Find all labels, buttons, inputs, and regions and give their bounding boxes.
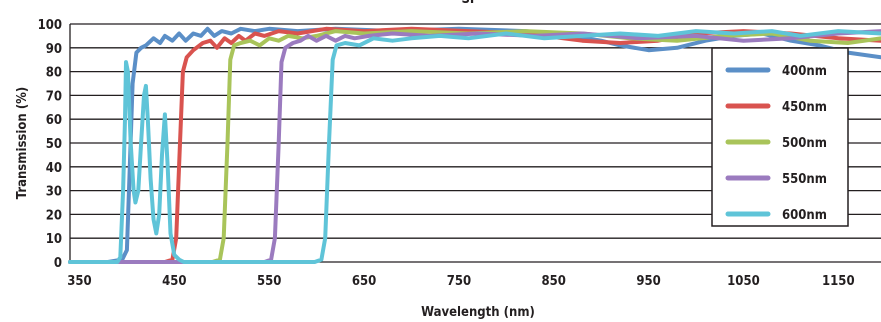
- y-tick-label: 10: [46, 232, 62, 247]
- x-tick-label: 1150: [822, 274, 855, 289]
- x-tick-label: 1050: [727, 274, 760, 289]
- legend-label: 500nm: [782, 136, 827, 151]
- legend-box: [711, 47, 849, 227]
- x-tick-label: 950: [636, 274, 660, 289]
- legend-label: 400nm: [782, 64, 827, 79]
- y-axis-title: Transmission (%): [15, 87, 30, 199]
- y-tick-labels: 0 10 20 30 40 50 60 70 80 90 100: [38, 18, 62, 271]
- x-tick-label: 650: [352, 274, 376, 289]
- legend-label: 550nm: [782, 172, 827, 187]
- y-tick-label: 60: [46, 113, 62, 128]
- series-line-550nm: [68, 29, 881, 264]
- y-tick-label: 0: [54, 256, 62, 271]
- x-tick-label: 850: [542, 274, 566, 289]
- series-line-600nm: [68, 29, 881, 264]
- y-tick-label: 20: [46, 208, 62, 223]
- series-line-400nm: [68, 26, 881, 264]
- y-tick-label: 50: [46, 137, 62, 152]
- y-tick-label: 100: [38, 18, 62, 33]
- x-tick-labels: 350 450 550 650 750 850 950 1050 1150: [67, 274, 854, 289]
- x-tick-label: 350: [67, 274, 91, 289]
- x-tick-label: 450: [162, 274, 186, 289]
- series-layer: [68, 26, 881, 264]
- legend: 400nm 450nm 500nm 550nm 600nm: [711, 47, 849, 227]
- legend-label: 600nm: [782, 208, 827, 223]
- x-axis-title: Wavelength (nm): [421, 305, 535, 320]
- y-tick-label: 80: [46, 66, 62, 81]
- x-tick-label: 550: [257, 274, 281, 289]
- chart-title: SP: [462, 0, 479, 7]
- y-tick-label: 70: [46, 89, 62, 104]
- y-tick-label: 90: [46, 42, 62, 57]
- legend-label: 450nm: [782, 100, 827, 115]
- x-tick-label: 750: [447, 274, 471, 289]
- y-tick-label: 30: [46, 185, 62, 200]
- y-tick-label: 40: [46, 161, 62, 176]
